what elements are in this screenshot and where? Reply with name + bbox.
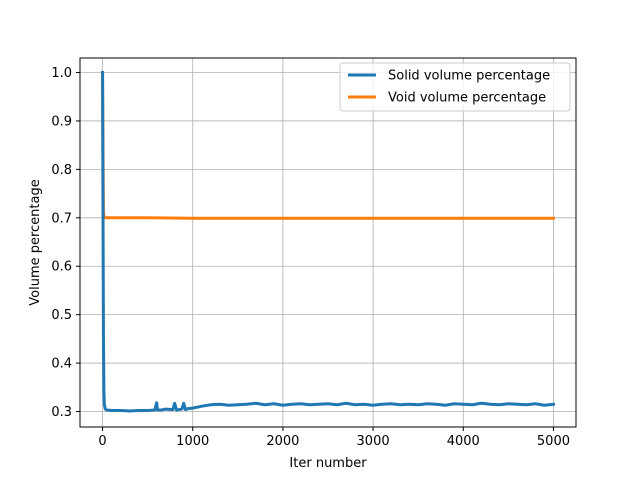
- x-tick-label: 2000: [266, 434, 299, 449]
- y-axis: 0.3 0.4 0.5 0.6 0.7 0.8 0.9 1.0: [51, 66, 80, 420]
- y-tick-label: 1.0: [51, 66, 72, 81]
- legend-entry: Void volume percentage: [388, 91, 546, 106]
- y-tick-label: 0.7: [51, 211, 72, 226]
- x-axis: 0 1000 2000 3000 4000 5000: [98, 427, 570, 449]
- legend: Solid volume percentage Void volume perce…: [339, 62, 571, 112]
- legend-entry: Solid volume percentage: [388, 69, 550, 84]
- x-tick-label: 0: [98, 434, 106, 449]
- series-layer: [101, 71, 556, 413]
- legend-box: [339, 62, 571, 112]
- x-tick-label: 3000: [357, 434, 390, 449]
- plot-frame: [79, 57, 577, 428]
- series-line-0: [101, 71, 556, 413]
- y-tick-label: 0.8: [51, 163, 72, 178]
- x-tick-label: 5000: [537, 434, 570, 449]
- y-tick-label: 0.4: [51, 357, 72, 372]
- x-tick-label: 1000: [176, 434, 209, 449]
- y-tick-label: 0.6: [51, 260, 72, 275]
- x-tick-label: 4000: [447, 434, 480, 449]
- x-axis-label: Iter number: [289, 456, 367, 471]
- y-axis-label: Volume percentage: [28, 179, 43, 306]
- y-tick-label: 0.9: [51, 114, 72, 129]
- y-tick-label: 0.3: [51, 405, 72, 420]
- y-tick-label: 0.5: [51, 308, 72, 323]
